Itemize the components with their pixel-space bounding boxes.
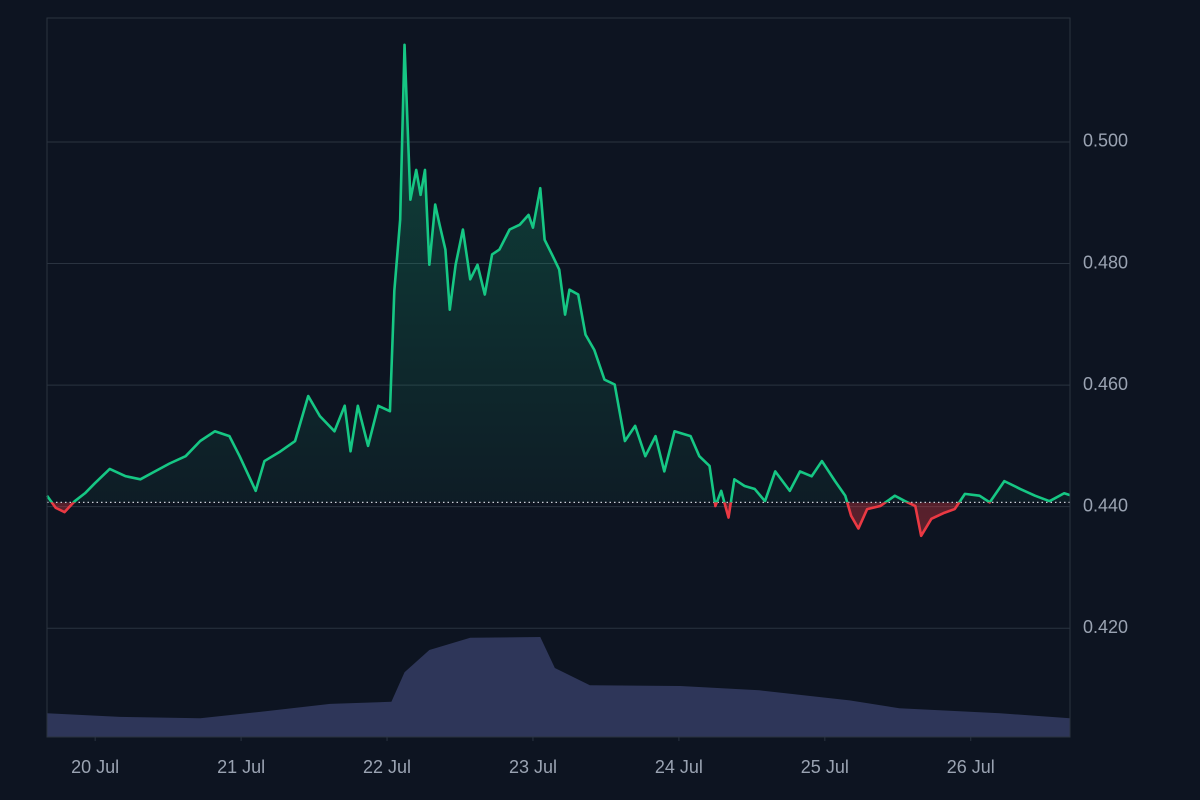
x-tick-label: 22 Jul: [363, 757, 411, 777]
x-tick-label: 21 Jul: [217, 757, 265, 777]
x-tick-label: 23 Jul: [509, 757, 557, 777]
x-tick-label: 25 Jul: [801, 757, 849, 777]
y-tick-label: 0.500: [1083, 131, 1128, 151]
price-line-down: [50, 502, 1051, 538]
x-tick-label: 26 Jul: [947, 757, 995, 777]
y-tick-label: 0.440: [1083, 495, 1128, 515]
y-tick-label: 0.420: [1083, 617, 1128, 637]
x-tick-label: 24 Jul: [655, 757, 703, 777]
y-tick-label: 0.460: [1083, 374, 1128, 394]
price-line-up: [45, 43, 1071, 503]
plot: 0.420 0.440 0.460 0.480 0.500 20 Jul 21 Jul 22 …: [45, 43, 1128, 777]
y-tick-label: 0.480: [1083, 252, 1128, 272]
plot-border: [46, 17, 1071, 738]
price-area-down: [51, 502, 960, 536]
x-tick-label: 20 Jul: [71, 757, 119, 777]
volume-area: [47, 637, 1070, 737]
